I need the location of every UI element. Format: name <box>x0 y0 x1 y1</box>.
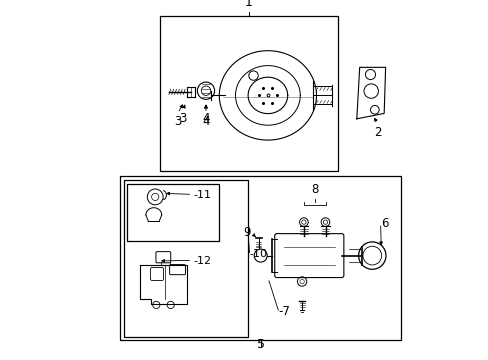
Text: -7: -7 <box>278 305 290 318</box>
Text: 5: 5 <box>256 338 264 351</box>
Text: 4: 4 <box>202 112 209 125</box>
Text: -10: -10 <box>249 249 267 259</box>
Text: 2: 2 <box>373 126 381 139</box>
Text: 4: 4 <box>202 115 209 128</box>
Text: 8: 8 <box>311 183 318 196</box>
Text: -12: -12 <box>193 256 211 266</box>
Text: 1: 1 <box>244 0 252 9</box>
Text: -11: -11 <box>193 190 211 200</box>
Text: 9: 9 <box>243 226 250 239</box>
Text: 3: 3 <box>174 115 181 128</box>
Text: 6: 6 <box>381 217 388 230</box>
Text: 3: 3 <box>179 112 186 125</box>
